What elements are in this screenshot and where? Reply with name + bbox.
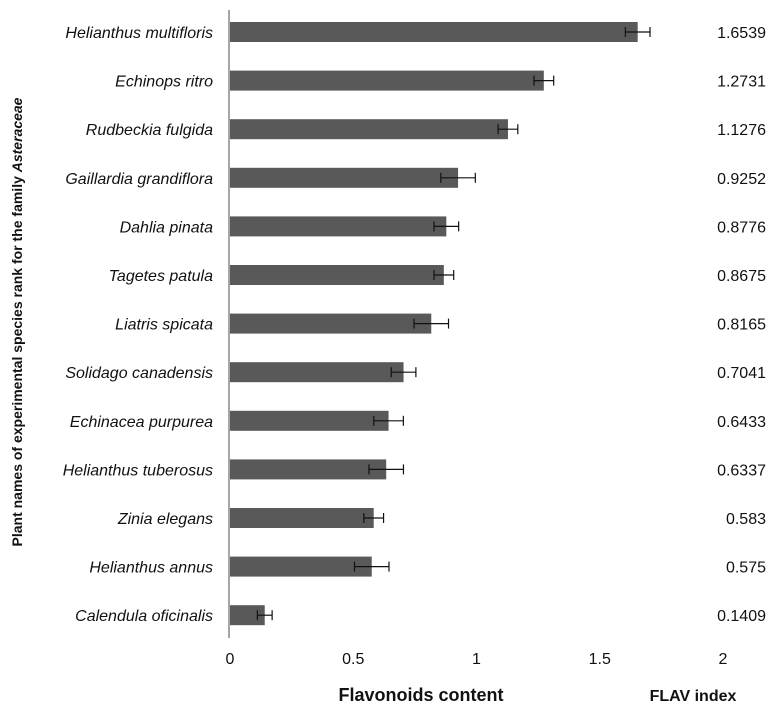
category-label: Calendula oficinalis xyxy=(75,608,213,625)
bar xyxy=(230,313,432,334)
error-bar xyxy=(363,513,385,523)
category-label: Tagetes patula xyxy=(109,268,213,285)
y-axis-title-family: Asteraceae xyxy=(9,97,25,173)
index-value-labels: 1.6539 1.2731 1.1276 0.9252 0.8776 0.8675 0.81… xyxy=(717,25,766,625)
flav-index-value: 0.7041 xyxy=(717,365,766,382)
x-tick-labels: 0 0.5 1 1.5 2 xyxy=(226,651,728,668)
y-axis-title: Plant names of experimental species rank… xyxy=(9,97,25,546)
bar xyxy=(230,22,638,42)
category-label: Helianthus annus xyxy=(89,560,213,577)
category-label: Rudbeckia fulgida xyxy=(86,122,213,139)
bar xyxy=(230,410,389,431)
bar xyxy=(230,216,447,237)
error-bar xyxy=(624,27,651,37)
flav-index-value: 0.6433 xyxy=(717,414,766,431)
category-label: Solidago canadensis xyxy=(65,365,213,382)
x-tick-label: 0 xyxy=(226,651,235,668)
category-label: Dahlia pinata xyxy=(120,219,214,236)
flav-index-value: 0.8776 xyxy=(717,219,766,236)
category-label: Helianthus tuberosus xyxy=(63,462,213,479)
y-axis-title-main: Plant names of experimental species rank… xyxy=(9,172,25,546)
flav-index-value: 1.6539 xyxy=(717,25,766,42)
error-bar xyxy=(390,367,417,378)
flav-index-value: 0.9252 xyxy=(717,171,766,188)
category-labels: Helianthus multifloris Echinops ritro Rudb… xyxy=(63,25,213,625)
index-column-title: FLAV index xyxy=(650,688,737,705)
error-bar xyxy=(368,464,405,475)
bar xyxy=(230,167,459,188)
bars-layer xyxy=(230,22,651,626)
x-tick-label: 0.5 xyxy=(342,651,364,668)
error-bar xyxy=(497,124,519,135)
category-label: Echinacea purpurea xyxy=(70,414,213,431)
flav-index-value: 1.1276 xyxy=(717,122,766,139)
category-label: Liatris spicata xyxy=(115,317,213,334)
flav-index-value: 0.575 xyxy=(726,560,766,577)
category-label: Zinia elegans xyxy=(117,511,213,528)
flav-index-value: 0.1409 xyxy=(717,608,766,625)
flav-index-value: 1.2731 xyxy=(717,74,766,91)
error-bar xyxy=(433,221,460,232)
bar xyxy=(230,70,544,91)
category-label: Helianthus multifloris xyxy=(65,25,213,42)
bar xyxy=(230,508,374,528)
bar xyxy=(230,605,265,626)
category-label: Gaillardia grandiflora xyxy=(65,171,213,188)
error-bar xyxy=(533,75,555,86)
bar xyxy=(230,265,444,285)
category-label: Echinops ritro xyxy=(115,74,213,91)
x-tick-label: 1.5 xyxy=(589,651,611,668)
bar xyxy=(230,556,372,577)
x-tick-label: 1 xyxy=(472,651,481,668)
bar xyxy=(230,119,508,140)
error-bar xyxy=(353,561,390,572)
error-bar xyxy=(373,415,404,426)
bar xyxy=(230,362,404,383)
error-bar xyxy=(440,172,476,183)
flav-index-value: 0.583 xyxy=(726,511,766,528)
bar xyxy=(230,459,387,480)
flav-index-value: 0.8165 xyxy=(717,317,766,334)
error-bar xyxy=(413,318,450,329)
flav-index-value: 0.8675 xyxy=(717,268,766,285)
x-tick-label: 2 xyxy=(719,651,728,668)
x-axis-title: Flavonoids content xyxy=(338,685,503,705)
error-bar xyxy=(256,610,273,621)
error-bar xyxy=(433,270,455,280)
flav-index-value: 0.6337 xyxy=(717,462,766,479)
